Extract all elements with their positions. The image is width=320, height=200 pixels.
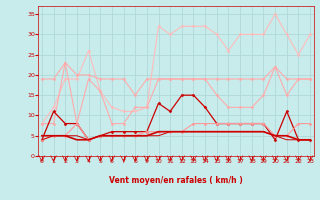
X-axis label: Vent moyen/en rafales ( km/h ): Vent moyen/en rafales ( km/h ): [109, 176, 243, 185]
